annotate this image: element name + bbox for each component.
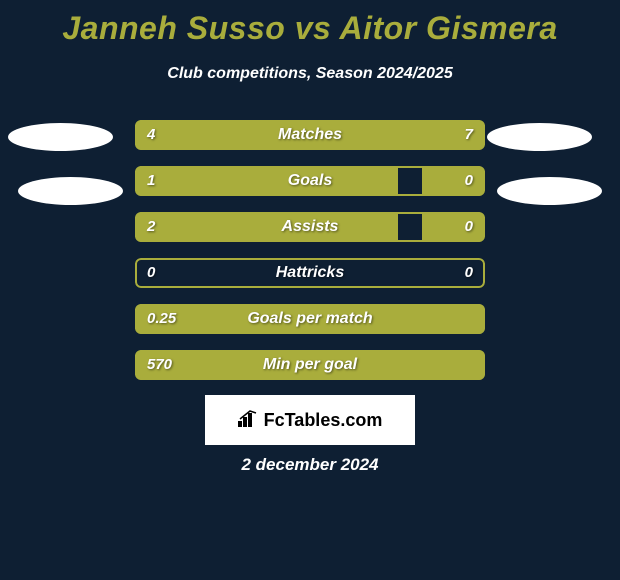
stat-label: Min per goal [135, 350, 485, 380]
placeholder-oval [497, 177, 602, 205]
stat-label: Matches [135, 120, 485, 150]
logo-box: FcTables.com [205, 395, 415, 445]
stat-label: Hattricks [135, 258, 485, 288]
date-label: 2 december 2024 [0, 455, 620, 475]
placeholder-oval [18, 177, 123, 205]
stat-row: 47Matches [135, 120, 485, 150]
stat-label: Goals [135, 166, 485, 196]
placeholder-oval [487, 123, 592, 151]
stat-row: 20Assists [135, 212, 485, 242]
chart-icon [238, 409, 260, 432]
stat-label: Goals per match [135, 304, 485, 334]
logo-text: FcTables.com [264, 410, 383, 431]
page-title: Janneh Susso vs Aitor Gismera [0, 0, 620, 47]
stat-row: 570Min per goal [135, 350, 485, 380]
subtitle: Club competitions, Season 2024/2025 [0, 65, 620, 83]
stat-row: 10Goals [135, 166, 485, 196]
stats-panel: 47Matches 10Goals 20Assists 00Hattricks 0.25… [135, 120, 485, 396]
stat-label: Assists [135, 212, 485, 242]
comparison-infographic: Janneh Susso vs Aitor Gismera Club compe… [0, 0, 620, 580]
stat-row: 0.25Goals per match [135, 304, 485, 334]
stat-row: 00Hattricks [135, 258, 485, 288]
placeholder-oval [8, 123, 113, 151]
